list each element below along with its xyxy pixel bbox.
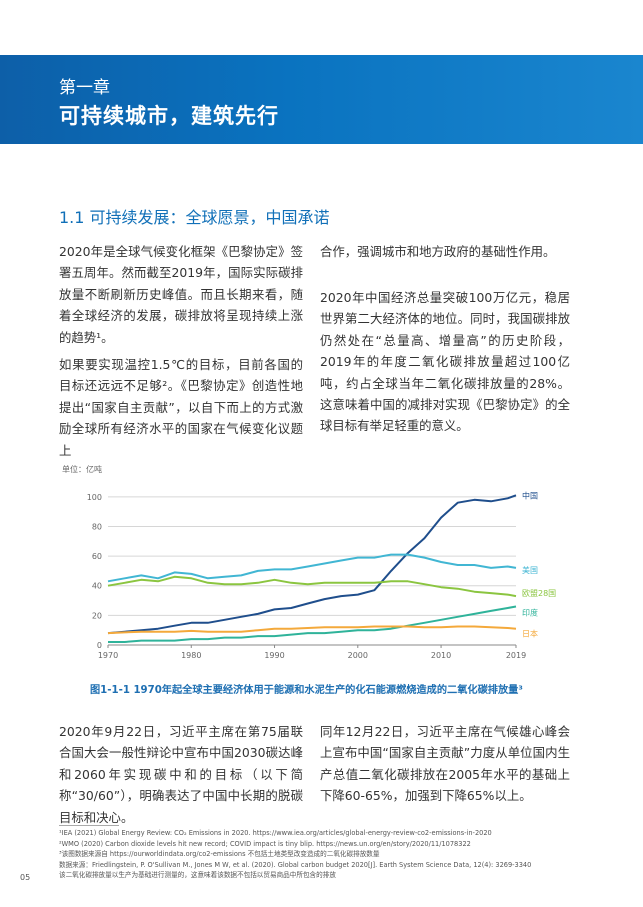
section-title: 1.1 可持续发展：全球愿景，中国承诺 (59, 208, 330, 227)
footnote-rule (59, 825, 119, 826)
chapter-label: 第一章 (59, 78, 110, 98)
paragraph-4: 2020年中国经济总量突破100万亿元，稳居世界第二大经济体的地位。同时，我国碳… (320, 290, 570, 434)
paragraph-6: 同年12月22日，习近平主席在气候雄心峰会上宣布中国“国家自主贡献”力度从单位国… (320, 724, 570, 804)
chapter-title: 可持续城市，建筑先行 (59, 104, 279, 128)
footnote-2: ²WMO (2020) Carbon dioxide levels hit ne… (59, 839, 471, 848)
x-tick-2010: 2010 (431, 651, 451, 660)
series-line-0 (107, 494, 517, 635)
footnote-4: 数据来源：Friedlingstein, P. O'Sullivan M., J… (59, 860, 532, 869)
series-line-2 (107, 575, 517, 598)
series-label-0: 中国 (522, 490, 538, 500)
x-tick-1990: 1990 (264, 651, 284, 660)
series-label-1: 美国 (522, 565, 538, 575)
emissions-line-chart: 单位：亿吨 0 20 40 60 80 100 1970 1980 1990 2000 2010 2… (62, 464, 556, 660)
series-label-2: 欧盟28国 (522, 588, 556, 598)
chart-caption: 图1-1-1 1970年起全球主要经济体用于能源和水泥生产的化石能源燃烧造成的二… (90, 685, 523, 696)
series-line-4 (107, 625, 517, 635)
chapter-banner: 第一章 可持续城市，建筑先行 (0, 55, 643, 144)
footnote-3: ³该图数据来源自 https://ourworldindata.org/co2-… (59, 850, 380, 859)
paragraph-1: 2020年是全球气候变化框架《巴黎协定》签署五周年。然而截至2019年，国际实际… (59, 244, 303, 345)
series-line-1 (107, 553, 517, 583)
paragraph-5: 2020年9月22日，习近平主席在第75届联合国大会一般性辩论中宣布中国2030… (59, 724, 303, 825)
y-tick-40: 40 (92, 582, 102, 591)
footnote-5: 该二氧化碳排放量以生产为基础进行测量的，这意味着该数据不包括以贸易商品中所包含的… (59, 871, 336, 880)
y-tick-60: 60 (92, 552, 102, 561)
series-label-3: 印度 (522, 607, 538, 617)
y-tick-80: 80 (92, 522, 102, 531)
x-tick-2019: 2019 (506, 651, 526, 660)
y-tick-0: 0 (97, 641, 102, 650)
page-number: 05 (20, 873, 31, 882)
series-line-3 (108, 605, 517, 643)
y-tick-20: 20 (92, 611, 102, 620)
paragraph-2: 如果要实现温控1.5℃的目标，目前各国的目标还远远不足够²。《巴黎协定》创造性地… (59, 357, 303, 458)
x-tick-1980: 1980 (181, 651, 201, 660)
chart-unit-label: 单位：亿吨 (62, 464, 102, 474)
series-label-4: 日本 (522, 629, 538, 639)
x-tick-1970: 1970 (98, 651, 118, 660)
paragraph-3: 合作，强调城市和地方政府的基础性作用。 (320, 244, 556, 259)
footnote-1: ¹IEA (2021) Global Energy Review: CO₂ Em… (59, 829, 492, 837)
y-tick-100: 100 (87, 493, 102, 502)
footnotes: ¹IEA (2021) Global Energy Review: CO₂ Em… (59, 825, 619, 881)
x-tick-2000: 2000 (348, 651, 368, 660)
